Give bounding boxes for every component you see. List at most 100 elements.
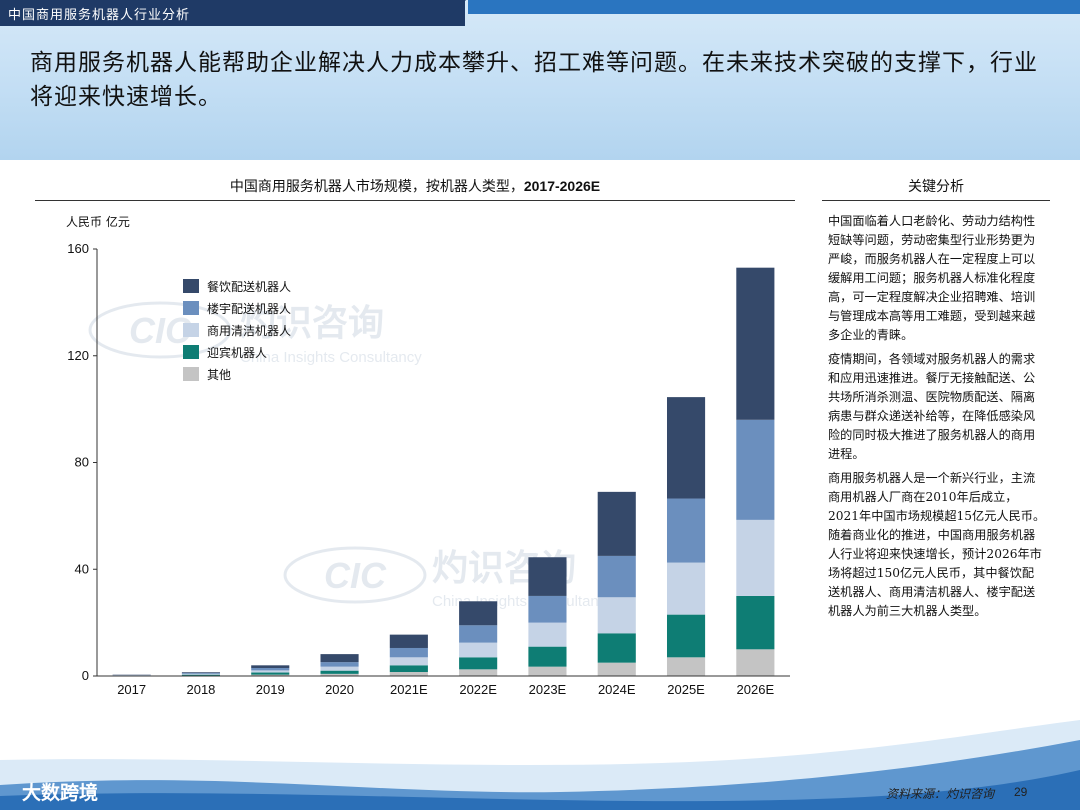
x-tick-label: 2024E <box>598 682 636 697</box>
bar-segment <box>597 491 636 556</box>
bar-segment <box>251 674 290 676</box>
bar-segment <box>666 397 706 499</box>
bar-segment <box>320 662 359 667</box>
bar-segment <box>251 667 290 671</box>
chart-title-rule <box>35 200 795 201</box>
watermarks: CIC 灼识咨询 China Insights Consultancy CIC … <box>88 301 614 610</box>
x-tick-label: 2018 <box>186 682 215 697</box>
bar-segment <box>181 673 221 675</box>
side-paragraph-2: 疫情期间，各领域对服务机器人的需求和应用迅速推进。餐厅无接触配送、公共场所消杀测… <box>828 352 1036 461</box>
x-tick-label: 2023E <box>529 682 567 697</box>
bar-segment <box>389 671 428 676</box>
side-panel-title: 关键分析 <box>908 179 964 195</box>
bar-segment <box>736 419 775 520</box>
x-tick-label: 2026E <box>737 682 775 697</box>
bar-segment <box>389 647 428 658</box>
bar-segment <box>320 654 359 663</box>
bar-segment <box>459 642 498 658</box>
bar-segment <box>528 595 567 623</box>
headline: 商用服务机器人能帮助企业解决人力成本攀升、招工难等问题。在未来技术突破的支撑下，… <box>30 50 1038 110</box>
page-number: 29 <box>1014 785 1028 799</box>
bar-segment <box>666 562 706 615</box>
watermark-2: CIC 灼识咨询 China Insights Consultancy <box>283 546 614 610</box>
legend-swatch <box>183 367 199 381</box>
y-tick-label: 120 <box>67 348 89 363</box>
y-tick-label: 160 <box>67 241 89 256</box>
bar-segment <box>736 595 775 650</box>
legend-swatch <box>183 279 199 293</box>
x-tick-label: 2021E <box>390 682 428 697</box>
bar-segment <box>736 519 775 596</box>
x-tick-label: 2020 <box>325 682 354 697</box>
bar-segment <box>389 665 428 672</box>
bar-segment <box>320 673 359 676</box>
y-tick-label: 40 <box>75 561 89 576</box>
bar-segment <box>181 674 221 676</box>
watermark-mark-1: CIC <box>129 310 192 351</box>
chart-title: 中国商用服务机器人市场规模，按机器人类型，2017-2026E <box>35 176 795 196</box>
chart-title-years: 2017-2026E <box>523 178 601 194</box>
x-tick-label: 2022E <box>459 682 497 697</box>
bar-segment <box>181 672 221 674</box>
chart-title-prefix: 中国商用服务机器人市场规模，按机器人类型， <box>229 179 524 195</box>
y-tick-label: 80 <box>75 455 89 470</box>
bar-segment <box>736 267 775 420</box>
bar-segment <box>666 614 706 658</box>
bar-segment <box>320 670 359 674</box>
footer-logo: 大数跨境 <box>22 782 99 804</box>
bar-segment <box>736 649 775 676</box>
bar-segment <box>597 555 636 598</box>
legend-swatch <box>183 345 199 359</box>
bar-segment <box>459 625 498 643</box>
bar-segment <box>251 672 290 675</box>
legend-swatch <box>183 323 199 337</box>
x-tick-label: 2017 <box>117 682 146 697</box>
footer-wave <box>0 720 1080 810</box>
header-accent-bar <box>468 0 1080 14</box>
watermark-brand-1: 灼识咨询 <box>240 303 384 344</box>
bar-segment <box>459 601 498 626</box>
x-tick-label: 2019 <box>256 682 285 697</box>
bar-segment <box>528 666 567 676</box>
bar-segment <box>528 557 567 596</box>
bar-segment <box>181 673 221 674</box>
legend-label: 迎宾机器人 <box>207 345 267 360</box>
bar-segment <box>666 657 706 676</box>
legend-label: 其他 <box>207 368 231 382</box>
y-axis-label: 人民币 亿元 <box>66 214 130 229</box>
bar-segment <box>389 634 428 648</box>
header-band <box>0 0 1080 160</box>
legend-label: 楼宇配送机器人 <box>207 301 291 316</box>
header-bar-tip <box>440 0 466 26</box>
bar-segment <box>528 646 567 667</box>
bar-segment <box>597 597 636 634</box>
footer-source: 资料来源：灼识咨询 <box>886 787 995 801</box>
header-bar <box>0 0 465 26</box>
legend-swatch <box>183 301 199 315</box>
watermark-mark-2: CIC <box>324 555 387 596</box>
bar-segment <box>459 669 498 676</box>
bar-segment <box>320 666 359 671</box>
x-tick-label: 2025E <box>667 682 705 697</box>
watermark-english-1: China Insights Consultancy <box>240 349 422 366</box>
legend-label: 餐饮配送机器人 <box>207 279 291 294</box>
legend-label: 商用清洁机器人 <box>207 323 291 338</box>
bar-segment <box>459 657 498 670</box>
bar-segment <box>597 662 636 676</box>
header-title: 中国商用服务机器人行业分析 <box>8 8 191 23</box>
side-panel-text: 中国面临着人口老龄化、劳动力结构性短缺等问题，劳动密集型行业形势更为严峻，而服务… <box>828 212 1046 626</box>
bars <box>112 267 775 676</box>
bar-segment <box>666 498 706 563</box>
bar-segment <box>389 657 428 666</box>
bar-segment <box>528 622 567 647</box>
side-paragraph-1: 中国面临着人口老龄化、劳动力结构性短缺等问题，劳动密集型行业形势更为严峻，而服务… <box>828 214 1036 342</box>
y-tick-label: 0 <box>82 668 89 683</box>
x-axis: 2017 2018 2019 2020 2021E 2022E 2023E 2024E 2025… <box>97 675 790 697</box>
bar-segment <box>597 633 636 663</box>
bar-segment <box>251 665 290 668</box>
bar-segment <box>251 670 290 673</box>
side-paragraph-3: 商用服务机器人是一个新兴行业，主流商用机器人厂商在2010年后成立，2021年中… <box>828 471 1046 618</box>
side-panel-rule <box>822 200 1050 201</box>
